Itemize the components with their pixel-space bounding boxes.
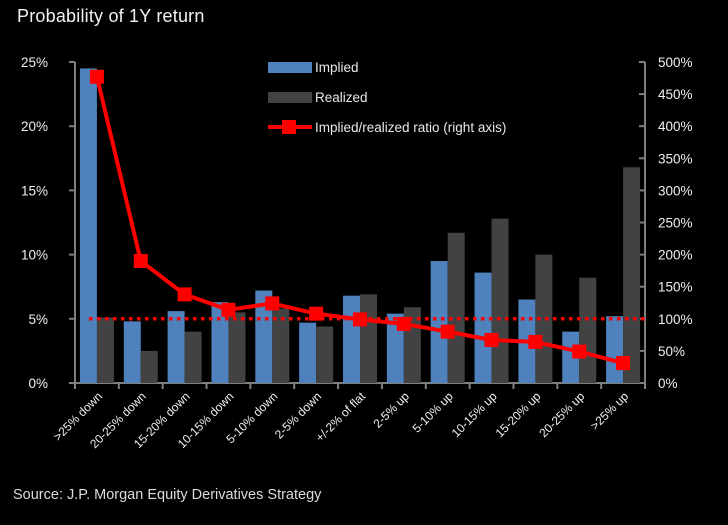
realized-bar-swatch-icon <box>268 91 312 103</box>
implied-bar <box>79 68 97 384</box>
ratio-point <box>484 332 499 347</box>
realized-bar <box>272 308 290 383</box>
x-axis-category-label: 10-15% up <box>449 389 500 440</box>
right-axis-tick-label: 450% <box>658 87 693 102</box>
implied-bar <box>211 302 229 383</box>
left-axis-tick-label: 15% <box>21 183 48 198</box>
x-axis-category-label: 5-10% up <box>410 389 456 435</box>
right-axis-tick-label: 200% <box>658 248 693 263</box>
realized-bar <box>316 326 334 383</box>
right-axis-tick-label: 350% <box>658 151 693 166</box>
legend-item-ratio: Implied/realized ratio (right axis) <box>268 119 507 135</box>
ratio-point <box>177 287 192 302</box>
realized-bar <box>140 350 158 383</box>
ratio-point <box>440 324 455 339</box>
legend-item-realized: Realized <box>268 89 506 105</box>
left-axis-tick-label: 10% <box>21 248 48 263</box>
left-axis-tick-label: 5% <box>28 312 48 327</box>
source-attribution: Source: J.P. Morgan Equity Derivatives S… <box>13 487 322 503</box>
ratio-point <box>89 69 104 84</box>
realized-bar <box>535 254 553 383</box>
left-axis-tick-label: 20% <box>21 119 48 134</box>
ratio-point <box>396 316 411 331</box>
implied-bar <box>562 331 580 383</box>
legend: Implied Realized Implied/realized ratio … <box>268 60 506 150</box>
realized-bar <box>491 218 509 383</box>
right-axis-tick-label: 250% <box>658 216 693 231</box>
implied-bar <box>123 321 141 383</box>
realized-bar <box>96 317 114 383</box>
legend-label-ratio: Implied/realized ratio (right axis) <box>315 119 507 135</box>
legend-item-implied: Implied <box>268 59 506 75</box>
right-axis-tick-label: 100% <box>658 312 693 327</box>
right-axis-tick-label: 150% <box>658 280 693 295</box>
x-axis-category-label: 20-25% up <box>536 389 587 440</box>
realized-bar <box>623 167 641 383</box>
right-axis-tick-label: 50% <box>658 344 685 359</box>
ratio-line-swatch-icon <box>268 120 312 134</box>
right-axis-tick-label: 0% <box>658 376 678 391</box>
x-axis-category-label: 2-5% up <box>370 389 412 431</box>
right-axis-tick-label: 400% <box>658 119 693 134</box>
legend-label-implied: Implied <box>315 59 359 75</box>
left-axis-tick-label: 25% <box>21 55 48 70</box>
left-axis-tick-label: 0% <box>28 376 48 391</box>
ratio-point <box>309 306 324 321</box>
ratio-point <box>528 334 543 349</box>
chart-title: Probability of 1Y return <box>17 6 205 26</box>
right-axis-tick-label: 500% <box>658 55 693 70</box>
realized-bar <box>228 312 246 383</box>
ratio-point <box>616 356 631 371</box>
ratio-square-marker-icon <box>282 120 296 134</box>
x-axis-category-label: 15-20% up <box>493 389 544 440</box>
implied-bar-swatch-icon <box>268 61 312 73</box>
implied-bar <box>606 316 624 383</box>
implied-bar <box>255 290 273 383</box>
implied-bar <box>343 295 360 383</box>
realized-bar <box>579 277 597 383</box>
legend-label-realized: Realized <box>315 89 368 105</box>
implied-bar <box>474 272 492 383</box>
ratio-point <box>353 312 367 327</box>
right-axis-tick-label: 300% <box>658 183 693 198</box>
realized-bar <box>184 331 202 383</box>
x-axis-category-label: >25% up <box>588 389 632 433</box>
ratio-point <box>572 344 587 359</box>
implied-bar <box>299 322 317 383</box>
implied-bar <box>430 261 448 383</box>
ratio-point <box>133 254 148 269</box>
realized-bar <box>447 232 465 383</box>
ratio-point <box>221 302 236 317</box>
realized-bar <box>360 294 377 383</box>
implied-bar <box>167 311 185 383</box>
ratio-point <box>265 296 280 311</box>
implied-bar <box>386 313 404 383</box>
